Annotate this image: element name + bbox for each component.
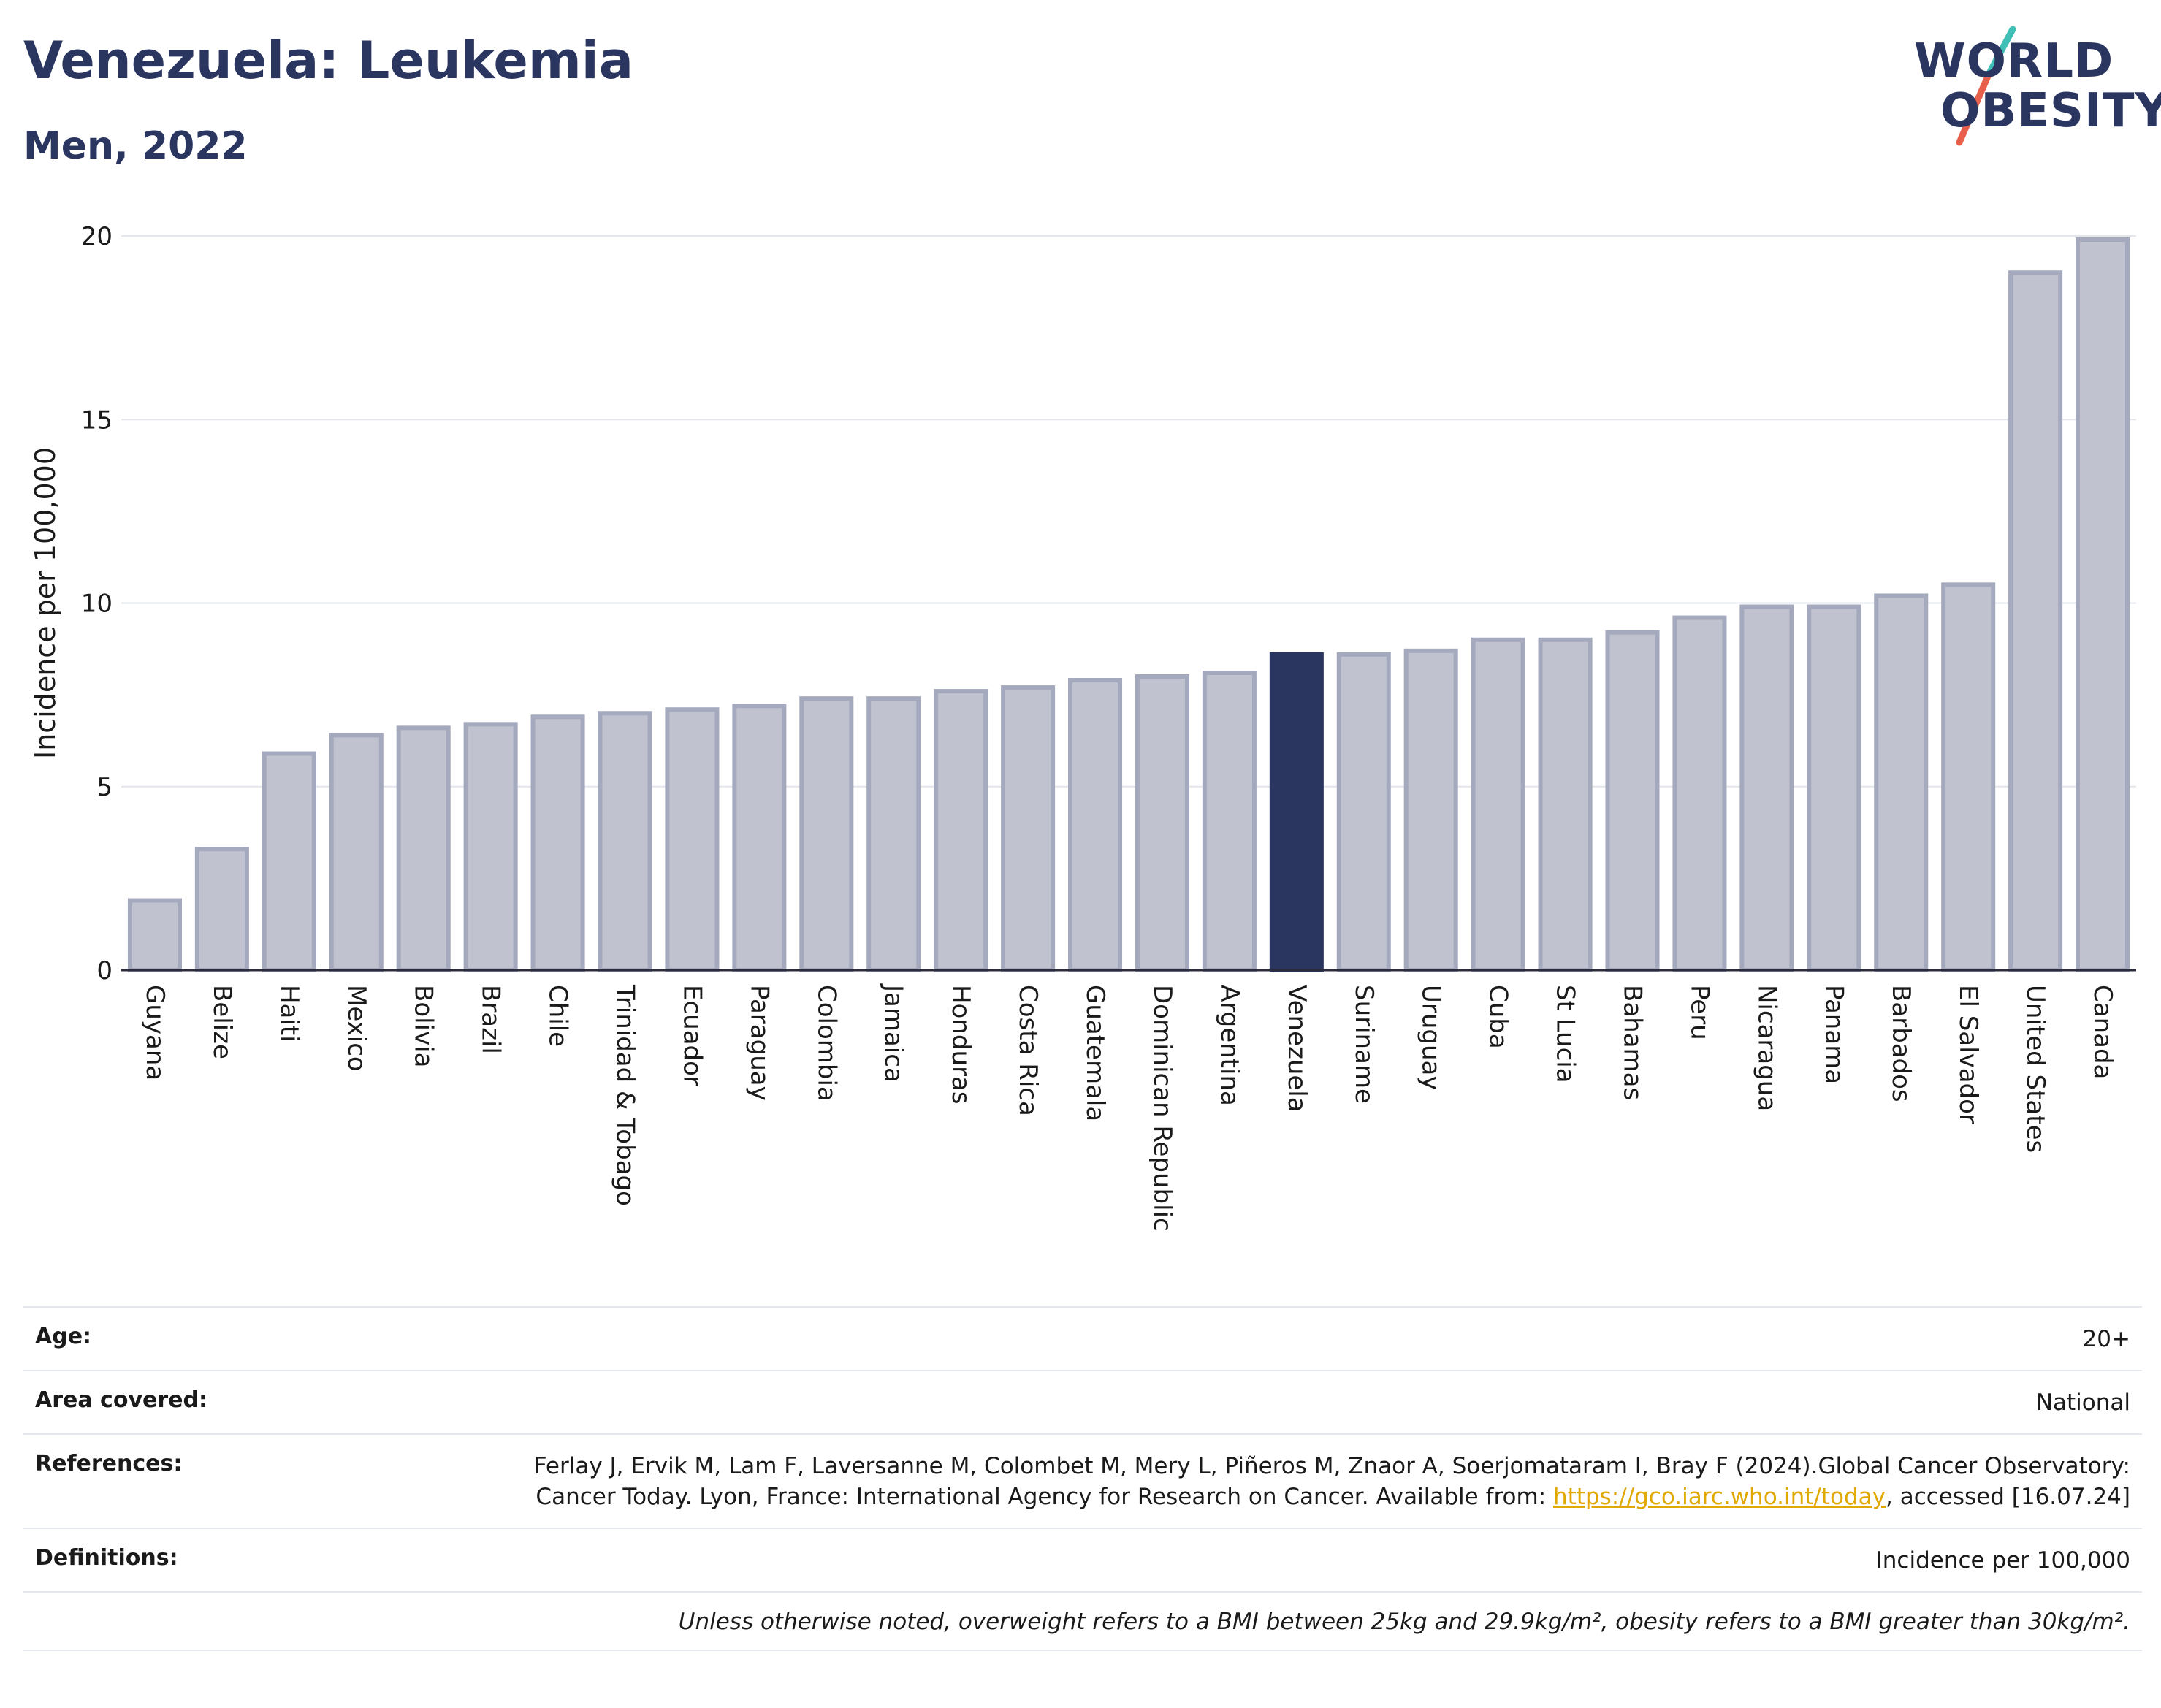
bar — [262, 751, 316, 973]
x-tick-label: Argentina — [1215, 985, 1244, 1106]
bar — [463, 722, 518, 972]
page-subtitle: Men, 2022 — [23, 124, 248, 168]
bar — [1471, 637, 1525, 972]
area-value: National — [2035, 1389, 2130, 1416]
logo-slash-top — [1985, 26, 2016, 78]
bar — [934, 689, 988, 972]
y-tick-label: 15 — [81, 405, 113, 435]
bmi-note: Unless otherwise noted, overweight refer… — [678, 1608, 2130, 1635]
meta-row-note: Unless otherwise noted, overweight refer… — [23, 1590, 2142, 1651]
definitions-value: Incidence per 100,000 — [1875, 1547, 2130, 1574]
meta-row-references: References: Ferlay J, Ervik M, Lam F, La… — [23, 1433, 2142, 1528]
x-tick-label: Trinidad & Tobago — [611, 984, 640, 1206]
x-ticks-layer: Guyana Belize Haiti Mexico Bolivia Brazil Chil… — [140, 983, 2117, 1232]
x-tick-label: St Lucia — [1551, 985, 1580, 1083]
bar — [1538, 637, 1593, 972]
bar — [1605, 630, 1660, 972]
bar-chart: 0 5 10 15 20 Guyana Belize Haiti Mexico Bolivia B… — [29, 222, 2136, 1232]
bar — [127, 898, 182, 973]
logo-text-line2: OBESITY — [1940, 84, 2161, 138]
metadata-table: Age: 20+ Area covered: National Referenc… — [23, 1306, 2142, 1651]
page-title: Venezuela: Leukemia — [23, 31, 634, 91]
x-tick-label: Peru — [1685, 985, 1714, 1040]
logo-text-line1: WORLD — [1914, 34, 2114, 88]
logo-slash-icon — [1956, 26, 2016, 146]
x-tick-label: Nicaragua — [1752, 985, 1781, 1111]
world-obesity-logo: WORLD OBESITY — [1907, 22, 2161, 153]
bar — [2008, 270, 2063, 972]
bar — [329, 733, 384, 973]
age-value: 20+ — [2082, 1326, 2130, 1352]
bar — [1202, 670, 1257, 972]
bar — [194, 847, 249, 972]
bar — [1941, 582, 1996, 972]
x-tick-label: Barbados — [1886, 985, 1916, 1102]
bar — [598, 711, 652, 972]
y-tick-label: 5 — [96, 773, 113, 802]
bars-layer — [121, 237, 2136, 973]
references-value: Ferlay J, Ervik M, Lam F, Laversanne M, … — [523, 1451, 2130, 1514]
x-tick-label: Mexico — [342, 985, 371, 1072]
bar — [1672, 615, 1727, 972]
references-link[interactable]: https://gco.iarc.who.int/today — [1553, 1484, 1886, 1511]
x-tick-label: Bahamas — [1618, 985, 1647, 1100]
x-tick-label: Venezuela — [1282, 985, 1311, 1113]
bar — [1068, 678, 1123, 973]
bar — [1874, 593, 1929, 972]
meta-row-age: Age: 20+ — [23, 1306, 2142, 1370]
y-tick-label: 20 — [81, 222, 113, 251]
x-tick-label: Honduras — [946, 985, 975, 1105]
x-tick-label: Guyana — [140, 985, 169, 1080]
bar — [1001, 685, 1056, 972]
x-tick-label: United States — [2021, 985, 2050, 1153]
bar — [1336, 652, 1391, 972]
bar — [1807, 604, 1861, 973]
bar — [799, 696, 854, 973]
x-tick-label: Ecuador — [677, 985, 706, 1086]
y-tick-label: 10 — [81, 590, 113, 619]
logo-slash-bottom — [1956, 71, 1992, 146]
x-tick-label: Cuba — [1484, 985, 1513, 1049]
x-tick-label: Jamaica — [879, 983, 908, 1083]
y-tick-label: 0 — [96, 956, 113, 985]
y-ticks-layer: 0 5 10 15 20 — [81, 222, 113, 985]
definitions-label: Definitions: — [35, 1545, 178, 1571]
meta-row-area: Area covered: National — [23, 1369, 2142, 1433]
bar — [732, 704, 787, 972]
bar — [665, 707, 720, 972]
grid-layer — [121, 235, 2136, 788]
bar-highlighted — [1269, 652, 1324, 972]
bar — [1135, 674, 1189, 972]
references-label: References: — [35, 1450, 183, 1476]
x-tick-label: Brazil — [476, 985, 506, 1054]
x-tick-label: Panama — [1819, 985, 1848, 1084]
x-tick-label: Chile — [544, 985, 573, 1047]
x-tick-label: El Salvador — [1954, 985, 1983, 1124]
x-tick-label: Haiti — [275, 985, 304, 1042]
x-tick-label: Belize — [207, 985, 237, 1059]
x-tick-label: Guatemala — [1080, 985, 1110, 1121]
bar — [530, 714, 585, 973]
references-text: Ferlay J, Ervik M, Lam F, Laversanne M, … — [533, 1452, 2130, 1511]
bar — [1739, 604, 1794, 973]
x-tick-label: Colombia — [812, 985, 841, 1102]
meta-row-definitions: Definitions: Incidence per 100,000 — [23, 1528, 2142, 1591]
references-text-end: , accessed [16.07.24] — [1885, 1484, 2130, 1511]
bar — [2076, 237, 2130, 972]
x-tick-label: Costa Rica — [1013, 985, 1043, 1116]
x-tick-label: Paraguay — [744, 985, 774, 1101]
age-label: Age: — [35, 1324, 92, 1349]
bar — [396, 725, 451, 972]
x-tick-label: Uruguay — [1417, 985, 1446, 1091]
x-tick-label: Dominican Republic — [1148, 985, 1177, 1232]
x-tick-label: Canada — [2088, 985, 2117, 1079]
y-axis-label: Incidence per 100,000 — [29, 447, 61, 759]
bar — [866, 696, 921, 973]
x-tick-label: Suriname — [1349, 985, 1379, 1104]
x-tick-label: Bolivia — [409, 985, 438, 1067]
bar — [1403, 648, 1458, 972]
area-label: Area covered: — [35, 1387, 207, 1413]
